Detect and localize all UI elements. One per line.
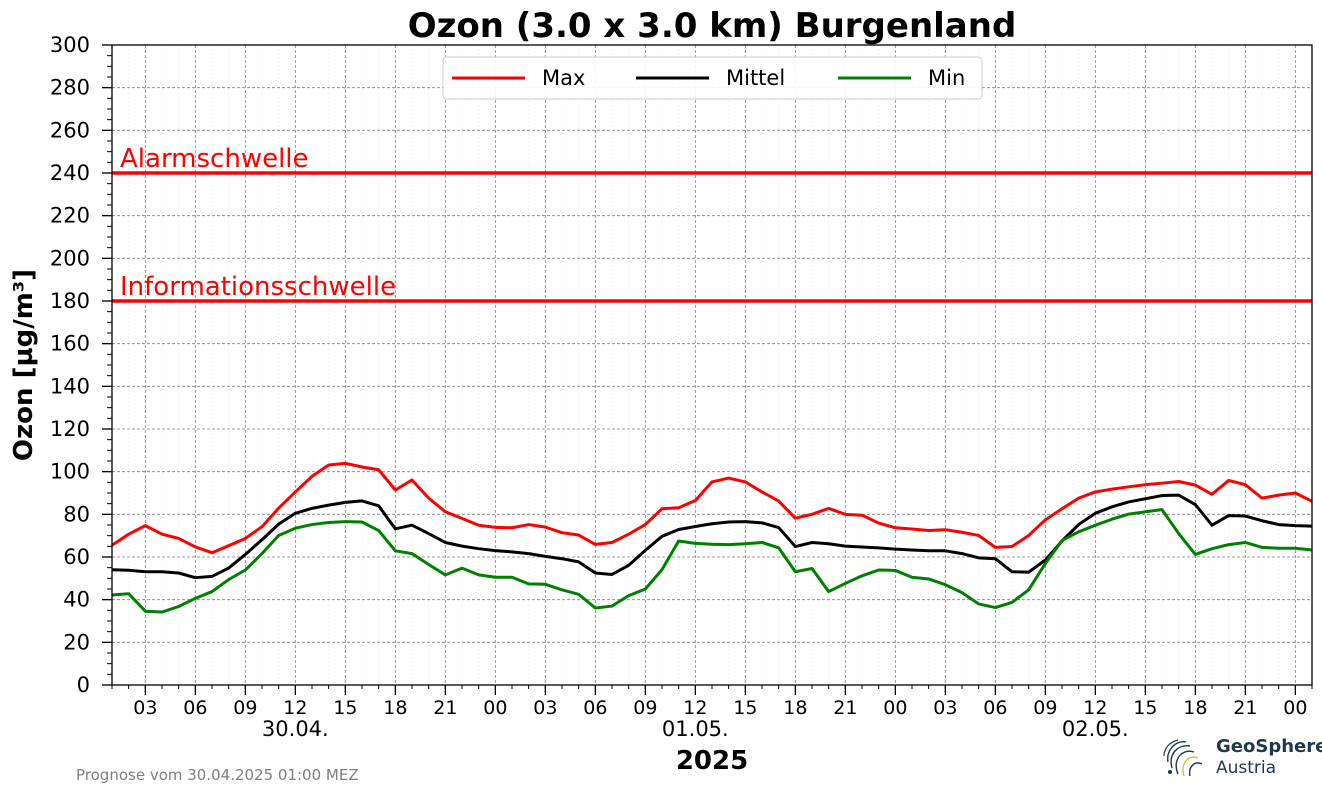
x-tick-label: 06 xyxy=(583,697,607,719)
geosphere-logo-icon xyxy=(1163,739,1203,777)
x-tick-label: 00 xyxy=(1283,697,1307,719)
x-tick-label: 03 xyxy=(533,697,557,719)
y-tick-label: 280 xyxy=(50,76,90,100)
x-tick-label: 12 xyxy=(1083,697,1107,719)
x-tick-label: 21 xyxy=(833,697,857,719)
x-tick-label: 06 xyxy=(183,697,207,719)
series-line-min xyxy=(111,508,1313,614)
y-tick-label: 260 xyxy=(50,118,90,142)
data-series xyxy=(111,461,1313,614)
y-tick-label: 120 xyxy=(50,417,90,441)
x-tick-label: 15 xyxy=(733,697,757,719)
forecast-footnote: Prognose vom 30.04.2025 01:00 MEZ xyxy=(76,766,359,784)
x-tick-label: 18 xyxy=(1183,697,1207,719)
x-axis-year-label: 2025 xyxy=(676,746,748,776)
x-tick-label: 00 xyxy=(883,697,907,719)
y-tick-label: 140 xyxy=(50,374,90,398)
geosphere-logo: GeoSphere Austria xyxy=(1160,732,1322,782)
x-tick-label: 21 xyxy=(433,697,457,719)
legend-box xyxy=(442,56,983,100)
y-tick-label: 240 xyxy=(50,161,90,185)
legend-label: Max xyxy=(542,66,585,90)
date-label: 30.04. xyxy=(262,717,329,741)
x-tick-label: 12 xyxy=(683,697,707,719)
chart-title: Ozon (3.0 x 3.0 km) Burgenland xyxy=(408,6,1017,46)
y-tick-label: 80 xyxy=(63,502,90,526)
axes: 0 20 40 60 80 100 120 140 160 180 200 220 240 260 280 3… xyxy=(50,33,1313,741)
x-tick-label: 03 xyxy=(933,697,957,719)
y-tick-label: 220 xyxy=(50,204,90,228)
series-line-max xyxy=(111,461,1313,555)
x-tick-label: 15 xyxy=(333,697,357,719)
y-tick-label: 40 xyxy=(63,588,90,612)
x-tick-label: 18 xyxy=(783,697,807,719)
x-tick-label: 09 xyxy=(1033,697,1057,719)
y-tick-label: 0 xyxy=(77,673,90,697)
brand-subtitle: Austria xyxy=(1216,758,1277,778)
y-tick-label: 60 xyxy=(63,545,90,569)
brand-name: GeoSphere xyxy=(1216,736,1322,757)
y-tick-label: 180 xyxy=(50,289,90,313)
y-tick-label: 300 xyxy=(50,33,90,57)
date-label: 01.05. xyxy=(662,717,729,741)
x-tick-label: 06 xyxy=(983,697,1007,719)
grid xyxy=(111,44,1313,686)
y-axis-label: Ozon [µg/m³] xyxy=(9,269,39,461)
y-tick-label: 160 xyxy=(50,332,90,356)
threshold-label: Informationsschwelle xyxy=(120,272,396,302)
x-tick-label: 15 xyxy=(1133,697,1157,719)
series-line-mittel xyxy=(111,493,1313,580)
threshold-label: Alarmschwelle xyxy=(120,144,309,174)
legend: Max Mittel Min xyxy=(442,56,983,100)
x-tick-label: 12 xyxy=(283,697,307,719)
date-label: 02.05. xyxy=(1062,717,1129,741)
y-tick-label: 100 xyxy=(50,460,90,484)
x-tick-label: 03 xyxy=(133,697,157,719)
threshold-lines: Alarmschwelle Informationsschwelle xyxy=(112,144,1312,303)
legend-label: Mittel xyxy=(726,66,785,90)
legend-label: Min xyxy=(928,66,965,90)
x-tick-label: 18 xyxy=(383,697,407,719)
y-tick-label: 200 xyxy=(50,246,90,270)
x-tick-label: 09 xyxy=(233,697,257,719)
x-tick-label: 09 xyxy=(633,697,657,719)
y-tick-label: 20 xyxy=(63,630,90,654)
x-tick-label: 21 xyxy=(1233,697,1257,719)
x-tick-label: 00 xyxy=(483,697,507,719)
